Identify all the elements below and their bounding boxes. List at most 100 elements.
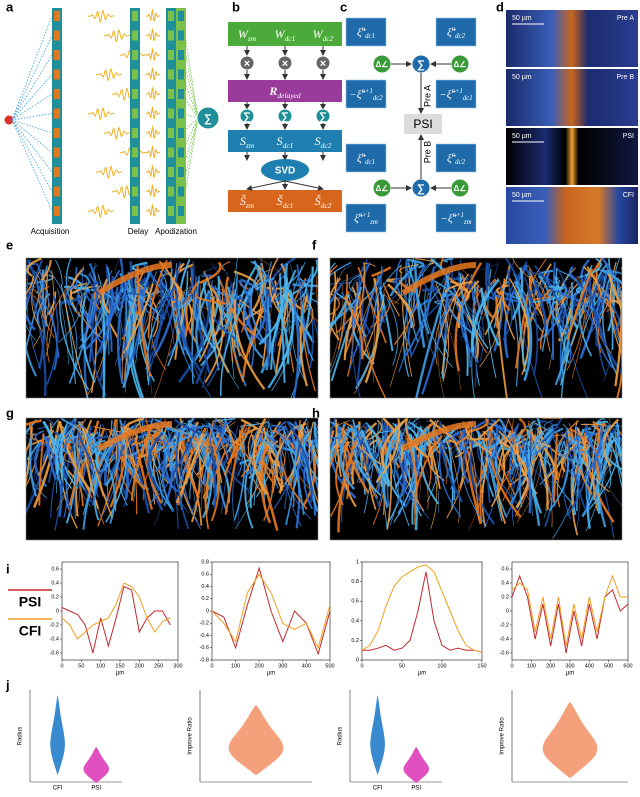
vessel — [427, 437, 441, 489]
wavelet — [145, 27, 161, 41]
vessel — [376, 430, 394, 436]
vessel — [414, 435, 443, 514]
vessel — [40, 259, 52, 282]
vessel — [76, 431, 101, 476]
vessel — [555, 286, 566, 358]
axis-frame — [329, 257, 623, 399]
vessel — [162, 435, 190, 453]
array-cell — [54, 89, 60, 99]
vessel — [602, 271, 618, 375]
operator-symbol: × — [282, 58, 288, 70]
vessel — [394, 267, 409, 305]
vessel — [84, 289, 97, 313]
vessel — [343, 291, 362, 361]
vessel — [330, 262, 336, 271]
x-axis-label: µm — [418, 671, 426, 677]
vessel — [286, 420, 313, 503]
vessel — [127, 286, 143, 366]
vessel — [337, 274, 348, 350]
vessel — [26, 419, 42, 426]
vessel — [439, 440, 462, 518]
array-cell — [54, 167, 60, 177]
vessel — [271, 424, 287, 432]
array-cell — [132, 50, 138, 60]
math-sub: dc1 — [365, 159, 375, 166]
vessel — [413, 262, 426, 348]
vessel — [232, 427, 248, 518]
vessel — [569, 431, 600, 446]
math-sub: dc2 — [321, 141, 332, 150]
vessel — [330, 261, 352, 277]
vessel — [507, 418, 527, 443]
vessel — [515, 275, 534, 369]
y-tick-label: 0 — [356, 657, 359, 663]
array-cell — [54, 128, 60, 138]
vessel — [300, 295, 316, 392]
math-sup: n — [362, 152, 366, 159]
scale-bar-label: 50 µm — [512, 74, 532, 81]
vessel — [370, 290, 391, 328]
wavelet — [87, 106, 114, 121]
violin — [542, 702, 598, 778]
vessel — [233, 299, 266, 390]
vessel — [590, 432, 618, 491]
vessel — [472, 281, 495, 301]
vessel — [227, 427, 257, 453]
psi-box — [404, 114, 442, 134]
vessel — [313, 421, 318, 455]
vessel — [45, 436, 58, 481]
vessel — [359, 294, 387, 398]
plot-frame — [361, 561, 483, 661]
vessel — [148, 269, 179, 317]
panel-label: c — [340, 0, 347, 14]
vessel — [471, 437, 476, 475]
vessel — [592, 420, 601, 442]
x-tick-label: PSI — [411, 786, 421, 792]
apod-path — [181, 93, 199, 119]
array-cell — [132, 186, 138, 197]
vessel — [406, 258, 425, 269]
vessel — [330, 426, 341, 451]
wavelet — [95, 165, 122, 180]
x-tick-label: 250 — [154, 663, 163, 669]
array-cell — [178, 69, 184, 80]
weight-box — [228, 22, 266, 46]
x-tick-label: 150 — [477, 663, 486, 669]
math-label: Šdc1 — [277, 194, 294, 210]
vessel — [117, 277, 148, 306]
vessel — [543, 420, 554, 432]
y-tick-label: 0.2 — [351, 638, 359, 644]
vessel — [613, 425, 622, 439]
vessel — [174, 435, 203, 526]
math-label: Sdc1 — [277, 134, 294, 150]
array-cell — [54, 50, 60, 60]
vessel — [571, 281, 587, 309]
vessel — [600, 268, 622, 285]
violin — [228, 705, 284, 775]
x-tick-label: 200 — [546, 663, 555, 669]
vessel — [143, 428, 164, 503]
math-main: W — [313, 27, 324, 41]
y-axis-label: Radius — [338, 727, 344, 746]
vessel — [487, 418, 511, 462]
array-cell — [132, 69, 138, 80]
vessel — [568, 265, 577, 281]
vessel — [97, 428, 129, 527]
vessel — [539, 292, 572, 366]
vessel — [435, 283, 449, 382]
micro-image — [506, 187, 638, 244]
vessel — [386, 298, 399, 366]
vessel — [158, 422, 175, 511]
vessel — [63, 291, 89, 398]
vessel — [353, 262, 372, 329]
vessel — [390, 277, 409, 300]
vessel — [252, 421, 271, 432]
vessel — [235, 266, 257, 357]
y-tick-label: 0.6 — [201, 572, 209, 578]
vessel — [313, 422, 318, 435]
math-label: Šzm — [240, 194, 255, 210]
vessel — [202, 418, 233, 472]
vessel — [57, 288, 69, 365]
x-tick-label: CFI — [53, 786, 63, 792]
vessel — [131, 290, 164, 310]
